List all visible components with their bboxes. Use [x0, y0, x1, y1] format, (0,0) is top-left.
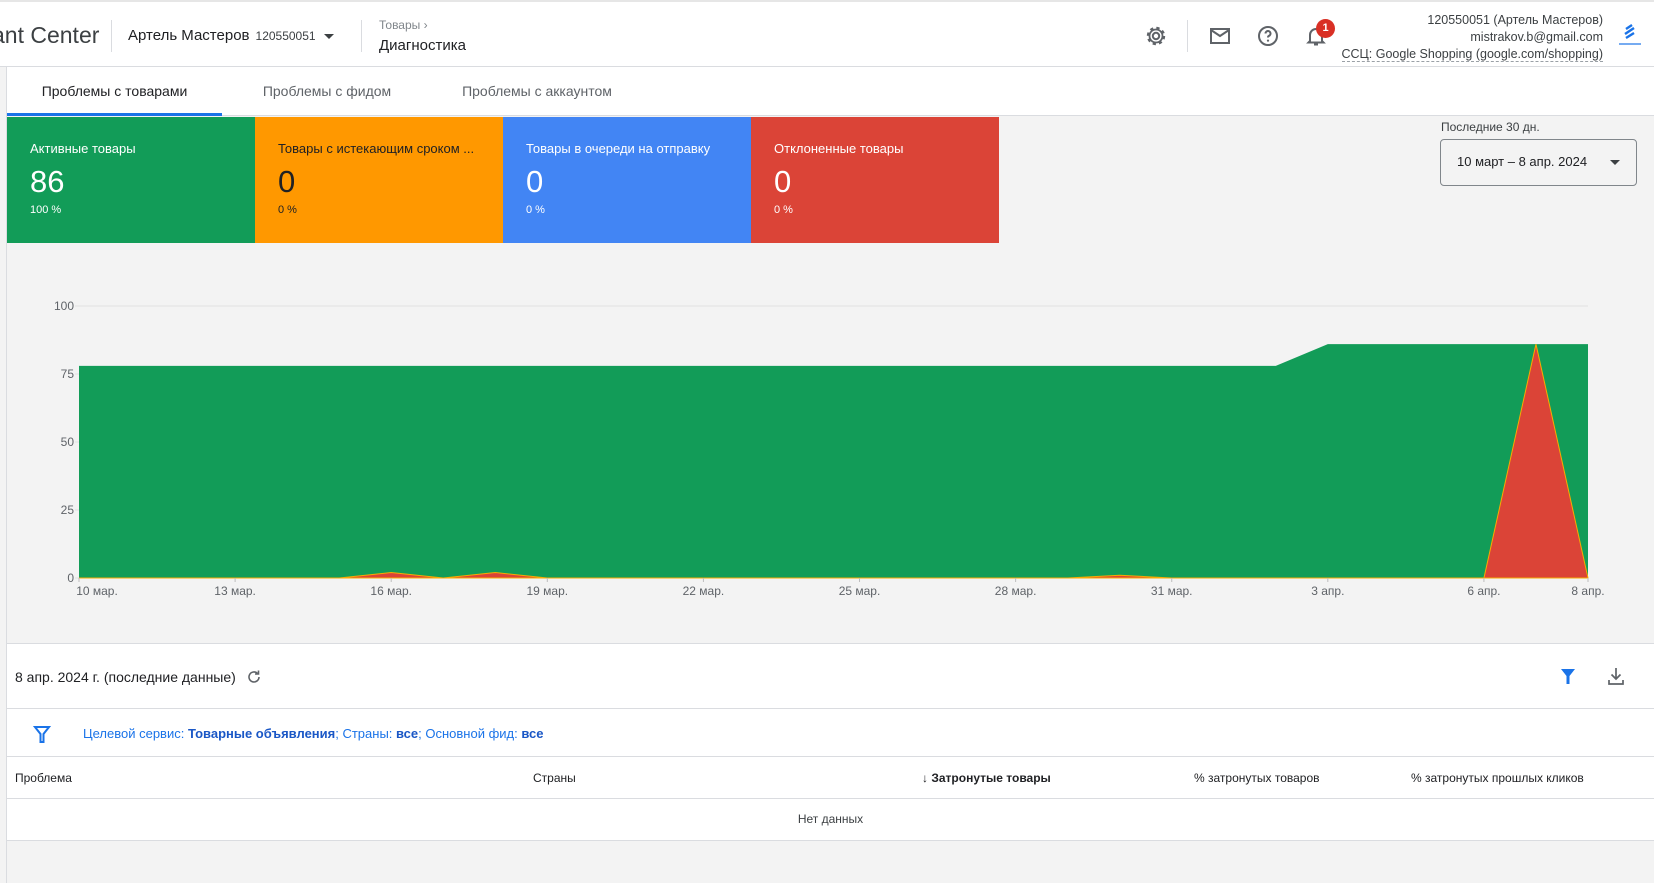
divider: [6, 67, 7, 883]
filter-value: Товарные объявления: [187, 726, 336, 741]
card-value: 0: [774, 164, 792, 199]
user-account: 120550051 (Артель Мастеров): [1427, 13, 1603, 27]
x-tick-label: 31 мар.: [1151, 584, 1193, 598]
x-tick-label: 6 апр.: [1467, 584, 1500, 598]
tab-feed-issues[interactable]: Проблемы с фидом: [262, 83, 392, 99]
help-icon[interactable]: [1256, 24, 1280, 48]
card-disapproved-products[interactable]: Отклоненные товары 0 0 %: [751, 117, 999, 243]
tab-account-issues[interactable]: Проблемы с аккаунтом: [462, 83, 612, 99]
mail-icon[interactable]: [1208, 24, 1232, 48]
card-active-products[interactable]: Активные товары 86 100 %: [7, 117, 255, 243]
table-header: Проблема Страны ↓ Затронутые товары % за…: [7, 757, 1654, 799]
data-date: 8 апр. 2024 г. (последние данные): [15, 669, 236, 685]
filter-icon[interactable]: [1559, 666, 1577, 686]
card-pending-products[interactable]: Товары в очереди на отправку 0 0 %: [503, 117, 751, 243]
x-tick-label: 13 мар.: [214, 584, 256, 598]
chevron-down-icon: [323, 33, 334, 39]
x-tick-label: 16 мар.: [370, 584, 412, 598]
date-range-value: 10 март – 8 апр. 2024: [1457, 154, 1588, 169]
filter-icon: [33, 726, 51, 743]
divider: [111, 20, 112, 52]
col-affected-products[interactable]: ↓ Затронутые товары: [922, 771, 1051, 785]
col-affected-percent[interactable]: % затронутых товаров: [1194, 771, 1320, 785]
filter-value: все: [521, 726, 544, 741]
breadcrumb[interactable]: Товары ›: [379, 18, 428, 32]
card-value: 86: [30, 164, 65, 199]
col-affected-clicks[interactable]: % затронутых прошлых кликов: [1411, 771, 1584, 785]
card-title: Активные товары: [30, 141, 136, 156]
card-title: Товары в очереди на отправку: [526, 141, 711, 156]
date-range-select[interactable]: 10 март – 8 апр. 2024: [1440, 139, 1637, 186]
series-area-active: [79, 344, 1588, 578]
tab-product-issues[interactable]: Проблемы с товарами: [7, 67, 222, 116]
y-tick-label: 25: [61, 503, 75, 517]
filter-key: Целевой сервис:: [83, 726, 188, 741]
empty-message: Нет данных: [797, 812, 864, 826]
col-countries[interactable]: Страны: [533, 771, 576, 785]
top-bar: ant Center Артель Мастеров 120550051 Това…: [0, 0, 1654, 67]
card-value: 0: [526, 164, 544, 199]
filter-key: ; Страны:: [335, 726, 397, 741]
x-tick-label: 3 апр.: [1311, 584, 1344, 598]
card-title: Товары с истекающим сроком ...: [278, 141, 475, 156]
products-chart: 0 25 50 75 100 10 мар. 13 мар. 16 мар. 19 мар. 22…: [54, 299, 1605, 598]
x-tick-label: 8 апр.: [1571, 584, 1604, 598]
gear-icon[interactable]: [1144, 24, 1168, 48]
y-tick-label: 100: [54, 299, 74, 313]
y-tick-label: 50: [61, 435, 75, 449]
card-percent: 0 %: [278, 204, 297, 216]
chevron-right-icon: ›: [423, 18, 428, 32]
y-tick-label: 0: [67, 571, 74, 585]
card-value: 0: [278, 164, 296, 199]
card-title: Отклоненные товары: [774, 141, 904, 156]
app-title: ant Center: [0, 22, 100, 48]
x-tick-label: 22 мар.: [683, 584, 725, 598]
table-empty-row: Нет данных: [7, 799, 1654, 841]
tab-bar: Проблемы с товарами Проблемы с фидом Про…: [7, 67, 1654, 116]
y-tick-label: 75: [61, 367, 75, 381]
arrow-down-icon: ↓: [922, 771, 932, 785]
account-name: Артель Мастеров: [128, 27, 250, 44]
user-email: mistrakov.b@gmail.com: [1470, 30, 1603, 44]
divider: [361, 20, 362, 52]
refresh-icon[interactable]: [246, 669, 262, 685]
col-label: Затронутые товары: [931, 771, 1051, 785]
divider: [1187, 20, 1188, 52]
css-label[interactable]: ССЦ: Google Shopping (google.com/shoppin…: [1341, 47, 1603, 62]
mistrakov-logo-icon: [1619, 24, 1641, 45]
card-percent: 100 %: [30, 204, 62, 216]
card-expiring-products[interactable]: Товары с истекающим сроком ... 0 0 %: [255, 117, 503, 243]
filter-key: ; Основной фид:: [418, 726, 522, 741]
x-tick-label: 28 мар.: [995, 584, 1037, 598]
account-selector[interactable]: Артель Мастеров 120550051: [128, 27, 334, 44]
col-issue[interactable]: Проблема: [15, 771, 72, 785]
breadcrumb-parent[interactable]: Товары: [379, 18, 421, 32]
date-range-label: Последние 30 дн.: [1441, 120, 1540, 134]
card-percent: 0 %: [774, 204, 793, 216]
chevron-down-icon: [1610, 160, 1620, 165]
download-icon[interactable]: [1607, 666, 1625, 686]
filter-value: все: [396, 726, 419, 741]
user-info[interactable]: 120550051 (Артель Мастеров) mistrakov.b@…: [1341, 12, 1603, 63]
x-tick-label: 25 мар.: [839, 584, 881, 598]
card-percent: 0 %: [526, 204, 545, 216]
page-title: Диагностика: [379, 37, 466, 54]
x-tick-label: 19 мар.: [526, 584, 568, 598]
x-tick-label: 10 мар.: [76, 584, 118, 598]
filter-bar[interactable]: Целевой сервис: Товарные объявления; Стр…: [7, 709, 1654, 757]
active-filters[interactable]: Целевой сервис: Товарные объявления; Стр…: [83, 726, 544, 741]
notification-badge: 1: [1316, 19, 1335, 38]
account-id: 120550051: [255, 29, 316, 43]
issues-toolbar: 8 апр. 2024 г. (последние данные): [7, 643, 1654, 709]
